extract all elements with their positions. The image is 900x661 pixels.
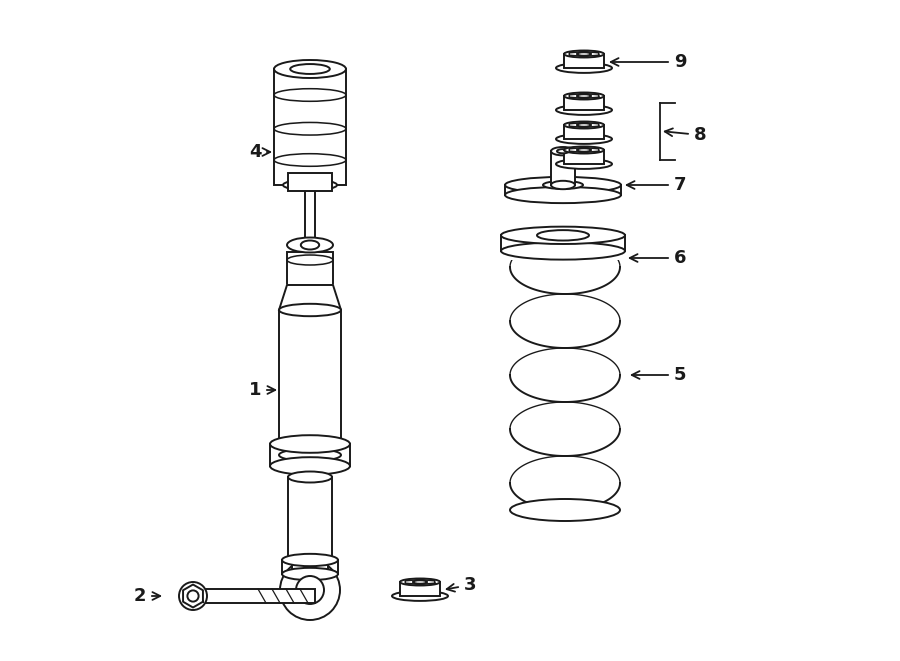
Ellipse shape: [556, 63, 612, 73]
Ellipse shape: [505, 187, 621, 203]
Ellipse shape: [400, 578, 440, 586]
Text: 3: 3: [446, 576, 476, 594]
Ellipse shape: [392, 591, 448, 601]
Bar: [287, 252, 333, 285]
Circle shape: [179, 582, 207, 610]
Circle shape: [187, 590, 199, 602]
Ellipse shape: [556, 134, 612, 144]
Ellipse shape: [577, 52, 591, 56]
Ellipse shape: [556, 159, 612, 169]
Ellipse shape: [282, 568, 338, 580]
Ellipse shape: [270, 435, 350, 453]
Bar: [589, 235, 625, 260]
Ellipse shape: [288, 471, 332, 483]
Ellipse shape: [510, 229, 620, 251]
Ellipse shape: [564, 147, 604, 153]
Bar: [400, 582, 440, 596]
Text: 8: 8: [665, 126, 706, 144]
Ellipse shape: [274, 60, 346, 78]
Ellipse shape: [577, 123, 591, 127]
Bar: [551, 151, 575, 185]
Ellipse shape: [279, 449, 341, 461]
Ellipse shape: [301, 241, 320, 249]
Text: 4: 4: [248, 143, 270, 161]
Ellipse shape: [505, 177, 621, 193]
Ellipse shape: [287, 237, 333, 253]
Bar: [195, 589, 315, 603]
Ellipse shape: [290, 64, 329, 74]
Bar: [564, 125, 604, 139]
Bar: [282, 560, 338, 574]
Bar: [305, 190, 315, 240]
Bar: [292, 562, 328, 572]
Ellipse shape: [501, 243, 625, 260]
Ellipse shape: [270, 457, 350, 475]
Ellipse shape: [564, 50, 604, 58]
Text: 6: 6: [630, 249, 686, 267]
Bar: [274, 69, 346, 185]
Text: 9: 9: [611, 53, 686, 71]
Circle shape: [280, 560, 340, 620]
Ellipse shape: [413, 580, 427, 584]
Ellipse shape: [501, 227, 625, 244]
Ellipse shape: [537, 230, 589, 241]
Bar: [501, 235, 537, 260]
Ellipse shape: [279, 304, 341, 316]
Ellipse shape: [283, 180, 337, 190]
Bar: [270, 444, 350, 466]
Polygon shape: [279, 285, 341, 310]
Ellipse shape: [577, 148, 591, 152]
Circle shape: [296, 576, 324, 604]
Ellipse shape: [551, 181, 575, 189]
Ellipse shape: [551, 147, 575, 155]
Text: 1: 1: [248, 381, 275, 399]
Bar: [288, 173, 332, 191]
Ellipse shape: [282, 554, 338, 566]
Text: 5: 5: [632, 366, 686, 384]
Ellipse shape: [543, 181, 583, 189]
Ellipse shape: [564, 93, 604, 100]
Bar: [279, 310, 341, 455]
Ellipse shape: [556, 105, 612, 115]
Ellipse shape: [510, 499, 620, 521]
Text: 2: 2: [134, 587, 160, 605]
Ellipse shape: [577, 95, 591, 98]
Bar: [288, 477, 332, 560]
Ellipse shape: [564, 122, 604, 128]
Text: 7: 7: [626, 176, 686, 194]
Ellipse shape: [557, 149, 569, 153]
Bar: [564, 96, 604, 110]
Bar: [564, 54, 604, 68]
Bar: [564, 150, 604, 164]
